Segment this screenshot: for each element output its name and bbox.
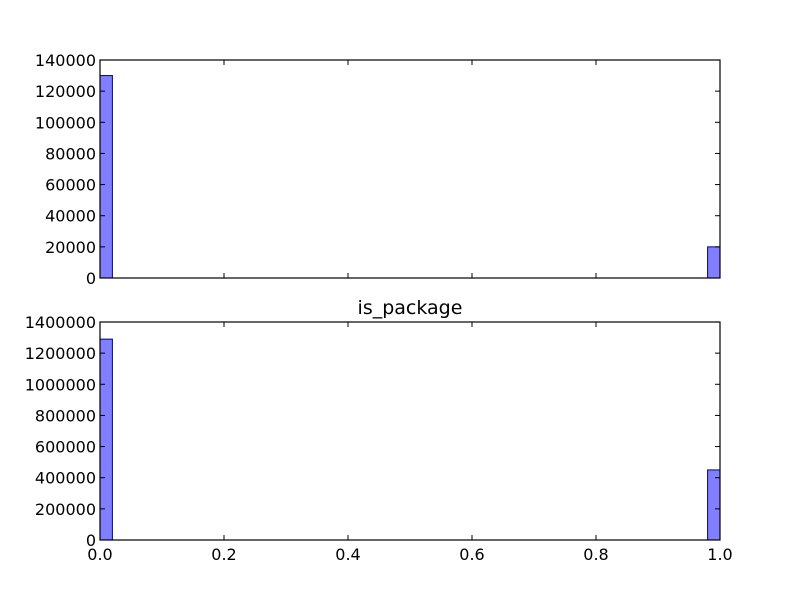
y-tick-label: 0	[86, 269, 96, 288]
y-tick-label: 1400000	[25, 313, 96, 332]
y-tick-label: 1200000	[25, 344, 96, 363]
axes-frame	[99, 59, 721, 279]
axes-frame	[99, 321, 721, 541]
histogram-bar	[99, 75, 113, 279]
histogram-bar	[707, 469, 721, 541]
x-tick-label: 0.0	[87, 545, 112, 564]
x-tick-label: 0.4	[335, 545, 360, 564]
y-tick-label: 60000	[45, 176, 96, 195]
y-tick-label: 600000	[35, 438, 96, 457]
y-tick-label: 40000	[45, 207, 96, 226]
y-tick-label: 80000	[45, 144, 96, 163]
y-tick-label: 100000	[35, 113, 96, 132]
chart-title: is_package	[358, 297, 463, 319]
x-tick-label: 0.8	[583, 545, 608, 564]
histogram-bar	[707, 246, 721, 279]
y-tick-label: 1000000	[25, 375, 96, 394]
y-tick-label: 200000	[35, 500, 96, 519]
x-tick-label: 0.6	[459, 545, 484, 564]
bottom-histogram-panel: 0 200000 400000 600000 800000 1000000 1200000 1…	[25, 297, 733, 564]
y-tick-label: 0	[86, 531, 96, 550]
y-tick-label: 400000	[35, 469, 96, 488]
y-tick-label: 800000	[35, 406, 96, 425]
y-tick-label: 20000	[45, 238, 96, 257]
x-tick-label: 1.0	[707, 545, 732, 564]
y-tick-label: 120000	[35, 82, 96, 101]
y-tick-label: 140000	[35, 51, 96, 70]
top-histogram-panel: 0 20000 40000 60000 80000 100000 120000 140000	[35, 51, 721, 288]
x-tick-label: 0.2	[211, 545, 236, 564]
histogram-bar	[99, 338, 113, 541]
